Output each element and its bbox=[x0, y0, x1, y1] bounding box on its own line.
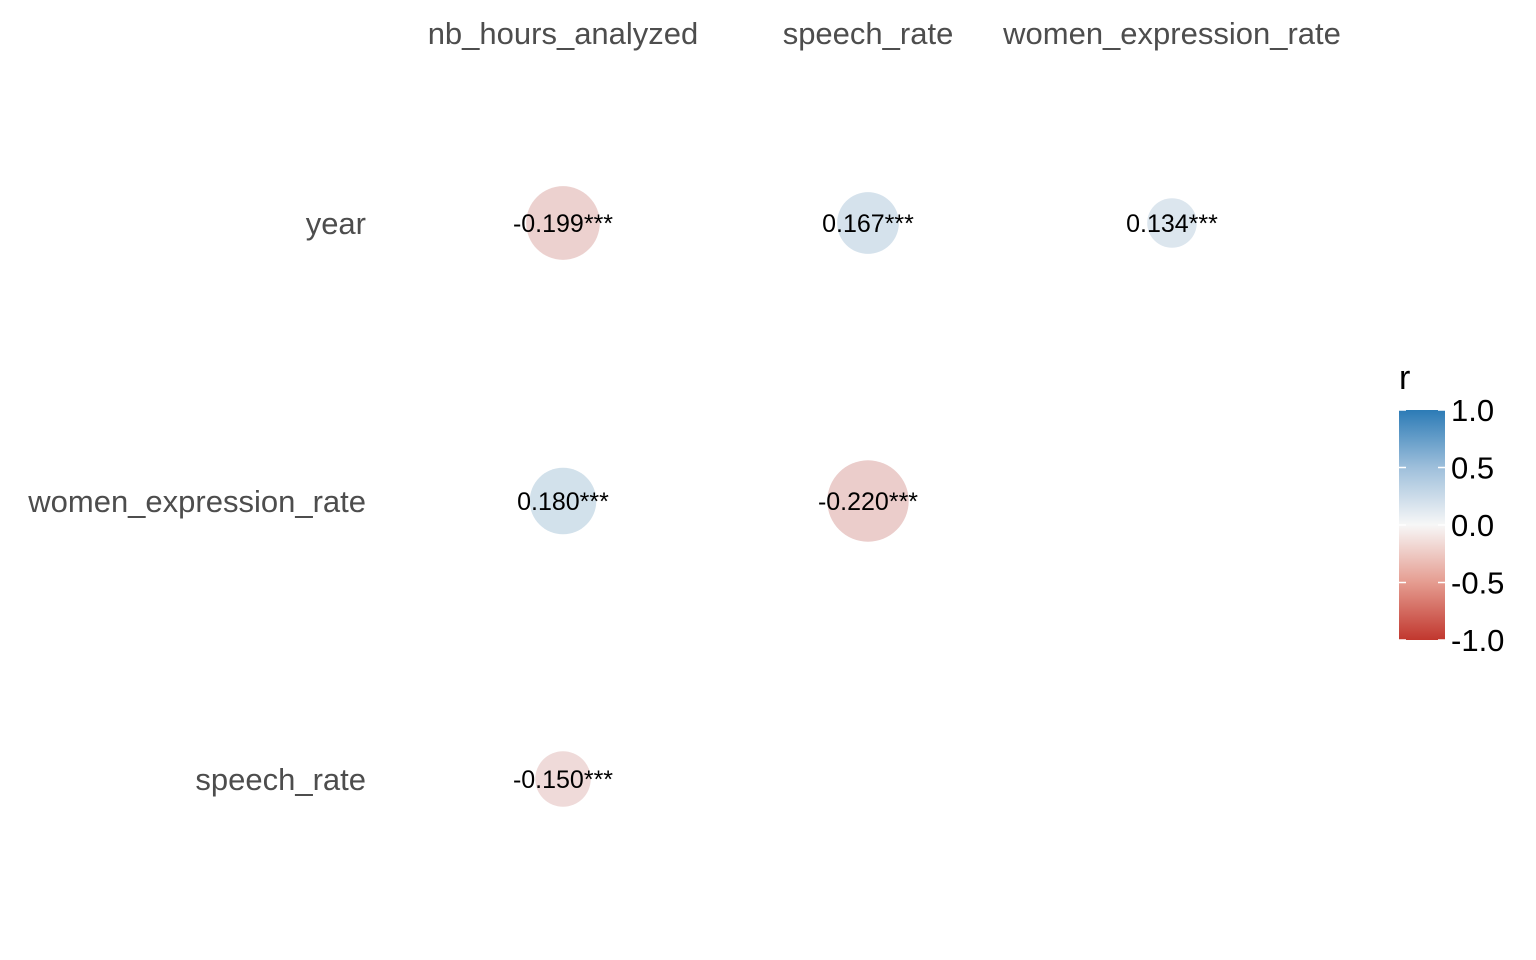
correlation-circle bbox=[526, 186, 600, 260]
correlation-value-label: -0.199*** bbox=[513, 210, 613, 238]
column-labels: nb_hours_analyzed speech_rate women_expres… bbox=[428, 16, 1341, 51]
legend-tick-label: 0.5 bbox=[1451, 451, 1494, 486]
correlation-circle bbox=[1147, 198, 1197, 248]
row-label: women_expression_rate bbox=[27, 484, 366, 519]
correlation-value-label: 0.167*** bbox=[822, 210, 914, 238]
correlation-cells: -0.199*** 0.167*** 0.134*** 0.180*** -0.220*… bbox=[513, 186, 1218, 807]
legend-tick-label: -0.5 bbox=[1451, 566, 1504, 601]
column-label: women_expression_rate bbox=[1002, 16, 1341, 51]
legend-tick-label: 1.0 bbox=[1451, 393, 1494, 428]
correlation-circle bbox=[827, 460, 909, 542]
row-label: speech_rate bbox=[195, 762, 366, 797]
correlation-value-label: 0.134*** bbox=[1126, 210, 1218, 238]
column-label: nb_hours_analyzed bbox=[428, 16, 699, 51]
correlation-value-label: -0.150*** bbox=[513, 766, 613, 794]
correlation-value-label: 0.180*** bbox=[517, 488, 609, 516]
correlation-circle bbox=[535, 751, 591, 807]
legend-ticks: 1.0 0.5 0.0 -0.5 -1.0 bbox=[1399, 393, 1504, 658]
color-legend: r 1.0 0.5 0.0 -0.5 -1.0 bbox=[1399, 359, 1504, 658]
legend-tick-label: -1.0 bbox=[1451, 623, 1504, 658]
column-label: speech_rate bbox=[783, 16, 954, 51]
correlation-value-label: -0.220*** bbox=[818, 488, 918, 516]
legend-colorbar bbox=[1399, 410, 1445, 640]
legend-title: r bbox=[1399, 359, 1410, 397]
correlation-circle bbox=[529, 467, 597, 535]
legend-tick-label: 0.0 bbox=[1451, 508, 1494, 543]
row-labels: year women_expression_rate speech_rate bbox=[27, 206, 366, 797]
correlation-circle bbox=[837, 192, 899, 254]
row-label: year bbox=[306, 206, 366, 241]
